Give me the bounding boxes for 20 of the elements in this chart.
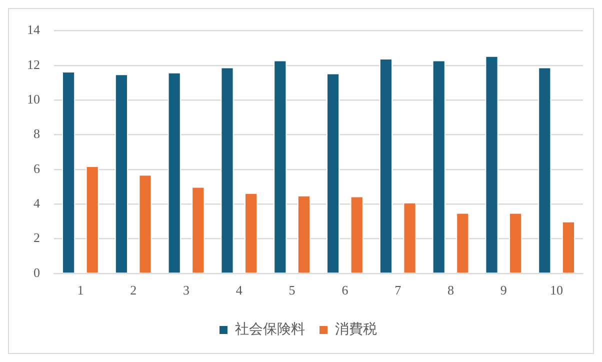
y-tick-label: 12 bbox=[27, 56, 40, 72]
y-tick-label: 8 bbox=[34, 126, 40, 142]
legend-label: 消費税 bbox=[335, 322, 377, 338]
x-tick-label: 4 bbox=[236, 282, 243, 298]
y-tick-label: 0 bbox=[34, 264, 40, 280]
x-tick-label: 2 bbox=[130, 282, 137, 298]
y-tick-label: 2 bbox=[34, 230, 40, 246]
y-tick-label: 10 bbox=[27, 92, 40, 107]
x-tick-label: 7 bbox=[394, 282, 402, 298]
x-tick-label: 5 bbox=[288, 282, 296, 298]
x-tick-label: 3 bbox=[183, 282, 190, 298]
y-tick-label: 6 bbox=[34, 160, 40, 176]
y-tick-label: 14 bbox=[27, 22, 40, 38]
x-tick-label: 6 bbox=[342, 282, 349, 298]
x-tick-label: 1 bbox=[77, 282, 84, 298]
x-tick-label: 8 bbox=[448, 282, 454, 298]
legend-label: 社会保険料 bbox=[235, 322, 305, 338]
x-tick-label: 10 bbox=[550, 282, 564, 298]
x-tick-label: 9 bbox=[500, 282, 507, 298]
y-tick-label: 4 bbox=[34, 196, 40, 211]
